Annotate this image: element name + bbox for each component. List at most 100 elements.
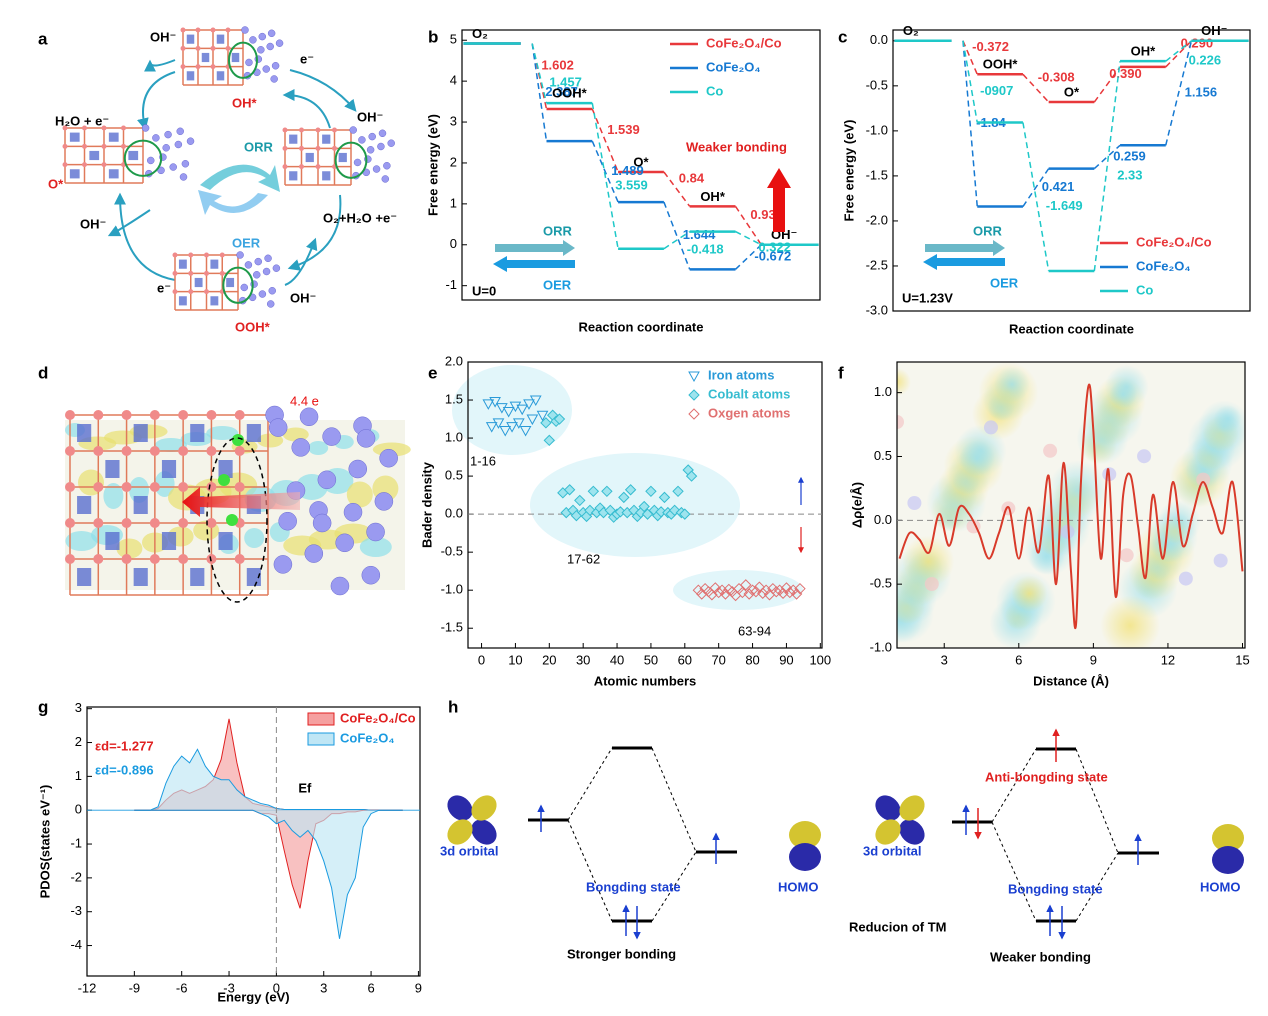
connector (734, 205, 762, 246)
label: O₂+H₂O +e⁻ (323, 210, 397, 225)
x-tick-label: 12 (1161, 652, 1175, 667)
atom (299, 127, 304, 133)
point (482, 399, 495, 410)
step-label: -0.308 (1038, 70, 1075, 85)
atom (149, 518, 160, 528)
connector (1093, 144, 1121, 170)
atom (180, 27, 186, 33)
panel-letter: f (838, 363, 844, 382)
x-tick-label: 6 (367, 980, 374, 995)
density-blob (902, 535, 955, 588)
category-label: O₂ (472, 26, 488, 41)
connector (962, 40, 978, 123)
atom (93, 518, 104, 528)
annotation: U=0 (472, 283, 496, 298)
co-atom (264, 254, 272, 263)
co-atom (273, 555, 293, 574)
step-label: 0.290 (1181, 35, 1214, 50)
legend-label: Co (706, 83, 723, 98)
site (228, 41, 258, 79)
point (709, 582, 721, 594)
plot-frame (892, 29, 1251, 312)
polyhedron (108, 132, 119, 142)
atom (907, 496, 922, 510)
step-label: 0.322 (758, 240, 791, 255)
density-lobe (206, 426, 239, 440)
atom (332, 145, 337, 151)
co-atom (236, 251, 244, 259)
co-atom (379, 448, 398, 468)
atom (1043, 443, 1058, 458)
co-atom (343, 502, 363, 522)
co-atom (241, 26, 249, 34)
pdos-line (134, 809, 403, 939)
point (645, 485, 657, 498)
density-blob (897, 368, 911, 396)
atom (82, 125, 87, 131)
polyhedron (77, 568, 92, 586)
y-tick-label: -1.5 (441, 620, 463, 635)
atom (983, 420, 998, 435)
charge-label: 4.4 e (290, 393, 319, 408)
annotation: ORR (973, 223, 1003, 238)
step-label: 3.559 (615, 177, 648, 192)
y-tick-label: -1.5 (866, 167, 888, 182)
orr-arrow (200, 164, 280, 192)
category-label: OH* (1131, 44, 1157, 59)
atom (219, 252, 225, 258)
density-lobe (359, 537, 392, 557)
point (574, 494, 586, 507)
y-tick-label: -1.0 (866, 122, 888, 137)
co-atom (257, 46, 265, 54)
spin-arrows-red (974, 728, 1060, 840)
atom (315, 127, 321, 133)
x-tick-label: -12 (78, 980, 97, 995)
polyhedron (218, 532, 233, 550)
polyhedron (210, 259, 219, 269)
y-tick-label: -1 (445, 277, 457, 292)
structure-bg (897, 362, 1245, 648)
y-tick-label: 1.0 (874, 384, 892, 399)
co-atom (335, 533, 354, 553)
y-axis-label: Free energy (eV) (425, 114, 440, 216)
atom (180, 45, 186, 51)
co-atom (272, 264, 281, 272)
co-atom (152, 134, 160, 142)
y-axis-label: Bader density (419, 461, 434, 548)
atom (1060, 524, 1075, 539)
connector (591, 108, 619, 173)
annotation: ORR (543, 223, 573, 238)
polyhedron (128, 150, 139, 161)
y-tick-label: -3.0 (866, 302, 888, 317)
atom (65, 482, 75, 492)
density-lobe (103, 483, 124, 509)
panel-a: a OH⁻ e⁻ OH* H₂O + e⁻ OH⁻ O* ORR OER O₂+… (38, 26, 397, 334)
highlight-ellipse (206, 437, 268, 603)
d-band-label: εd=-1.277 (95, 738, 154, 753)
y-axis-label: PDOS(states eV⁻¹) (37, 785, 52, 899)
atom (282, 145, 288, 151)
co-atom (162, 144, 170, 152)
x-tick-label: 70 (711, 652, 725, 667)
polyhedron (246, 424, 261, 442)
y-tick-label: -1.0 (441, 582, 463, 597)
atom (234, 482, 245, 492)
x-tick-label: 80 (745, 652, 759, 667)
co-atom (312, 513, 332, 533)
category-label: O* (633, 154, 649, 169)
density-blob (1104, 364, 1149, 409)
atom (93, 482, 104, 492)
co-atom (146, 156, 155, 165)
point (679, 508, 691, 520)
step-label: 1.602 (541, 58, 574, 73)
label: Stronger bonding (567, 946, 676, 961)
x-axis-label: Reaction coordinate (579, 319, 704, 334)
co-atom (174, 140, 183, 149)
category-label: OOH* (552, 86, 588, 101)
legend-label: Iron atoms (708, 367, 774, 382)
atom (121, 518, 132, 528)
x-tick-label: -9 (129, 980, 141, 995)
co-atom (278, 511, 297, 531)
legend-label: CoFe₂O₄ (706, 59, 761, 74)
connector (663, 201, 691, 270)
